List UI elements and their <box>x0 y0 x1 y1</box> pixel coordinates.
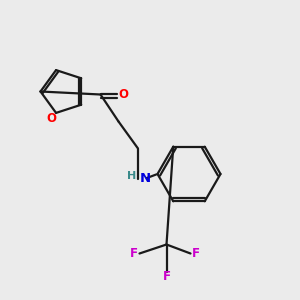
Text: F: F <box>192 247 200 260</box>
Text: F: F <box>130 247 138 260</box>
Text: O: O <box>118 88 129 101</box>
Text: N: N <box>140 172 151 185</box>
Text: H: H <box>127 171 136 181</box>
Text: F: F <box>163 270 170 284</box>
Text: O: O <box>47 112 57 125</box>
